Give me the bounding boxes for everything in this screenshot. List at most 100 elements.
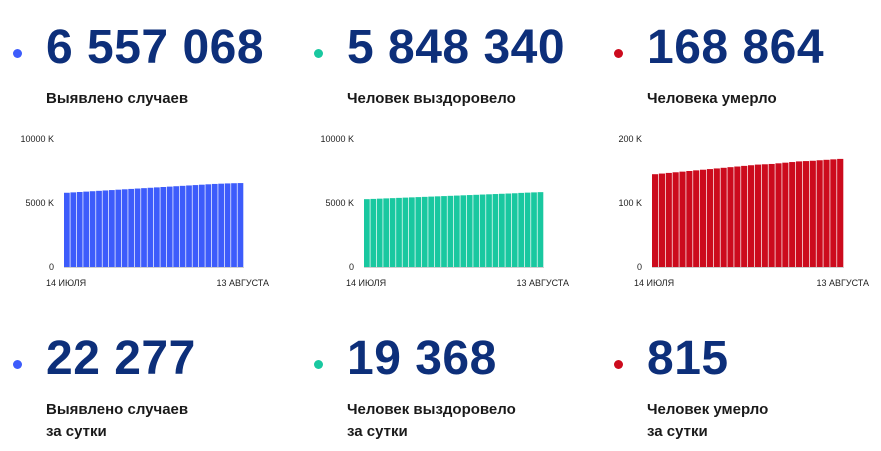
y-tick-label: 100 K [618,198,642,208]
bar [192,185,199,267]
bar [224,183,231,267]
bar [147,187,154,267]
bar [134,188,141,267]
bar [83,191,90,267]
bar [396,197,402,267]
bar [211,183,218,267]
bar [115,189,122,267]
recovered-dot [314,49,323,58]
bar [96,190,102,267]
bar [466,195,473,267]
bar [409,197,415,267]
bar [434,196,441,267]
x-tick-label: 13 АВГУСТА [516,278,569,288]
daily-deaths-value: 815 [647,332,729,385]
bar [830,159,837,267]
daily-recovered-dot [314,360,323,369]
bar [713,168,720,267]
bar [376,198,383,267]
bar [658,173,666,267]
bar [89,191,96,267]
bar [460,195,467,267]
bar [479,194,486,267]
bar [421,196,428,267]
bar [524,192,531,267]
y-tick-label: 10000 K [320,134,354,144]
bar [754,164,762,267]
bar [652,174,659,267]
bar [141,188,147,267]
bar [364,199,370,267]
bar [70,192,77,267]
total-cases-value: 6 557 068 [46,21,265,74]
bar [76,191,83,267]
bar [741,165,748,267]
y-tick-label: 0 [637,262,642,272]
bar [173,186,180,267]
bar [499,193,505,267]
daily-deaths-dot [614,360,623,369]
bar [809,160,816,267]
bar [179,185,186,267]
deaths-dot [614,49,623,58]
bar [218,183,225,267]
bar [473,194,480,267]
daily-deaths-label: Человек умерло за сутки [647,399,768,443]
y-tick-label: 200 K [618,134,642,144]
cases-chart: 0 5000 K 10000 K 14 ИЮЛЯ 13 АВГУСТА [0,128,290,298]
bar [734,166,741,267]
bar [237,183,244,267]
cases-dot [13,49,22,58]
x-tick-label: 13 АВГУСТА [216,278,269,288]
bar [823,159,830,267]
daily-recovered-label-line1: Человек выздоровело [347,401,516,418]
y-tick-label: 5000 K [25,198,54,208]
bar [665,172,672,267]
bar [720,167,727,267]
bar [768,163,775,267]
daily-cases-value: 22 277 [46,332,196,385]
bar [816,160,823,267]
daily-recovered-label-line2: за сутки [347,423,408,440]
y-tick-label: 5000 K [325,198,354,208]
bar [511,193,518,267]
bar [727,167,734,267]
x-tick-label: 14 ИЮЛЯ [46,278,86,288]
bar [186,185,192,267]
bar [782,162,789,267]
bar [102,190,109,267]
bar [154,187,160,267]
recovered-chart: 0 5000 K 10000 K 14 ИЮЛЯ 13 АВГУСТА [300,128,590,298]
bar [370,198,377,267]
bar [693,170,700,267]
total-recovered-value: 5 848 340 [347,21,566,74]
daily-cases-label-line2: за сутки [46,423,107,440]
bar [389,198,396,267]
deaths-chart: 0 100 K 200 K 14 ИЮЛЯ 13 АВГУСТА [590,128,881,298]
daily-cases-dot [13,360,22,369]
bar [402,197,409,267]
bar [205,184,212,267]
deaths-chart-svg: 0 100 K 200 K 14 ИЮЛЯ 13 АВГУСТА [618,134,869,288]
bar [686,171,693,267]
bar [109,190,115,267]
bar [748,165,755,267]
daily-deaths-label-line2: за сутки [647,423,708,440]
y-tick-label: 0 [49,262,54,272]
bar [700,169,707,267]
daily-cases-label: Выявлено случаев за сутки [46,399,188,443]
bar [537,192,544,267]
bar [486,194,492,267]
bar [415,197,422,267]
bar [441,196,447,267]
total-recovered-label: Человек выздоровело [347,90,516,107]
daily-cases-label-line1: Выявлено случаев [46,401,189,418]
total-cases-label: Выявлено случаев [46,90,189,107]
x-tick-label: 14 ИЮЛЯ [346,278,386,288]
bar [789,162,796,267]
bar [121,189,128,267]
daily-deaths-label-line1: Человек умерло [647,401,769,418]
bar [166,186,173,267]
bar [383,198,390,267]
bar [454,195,460,267]
